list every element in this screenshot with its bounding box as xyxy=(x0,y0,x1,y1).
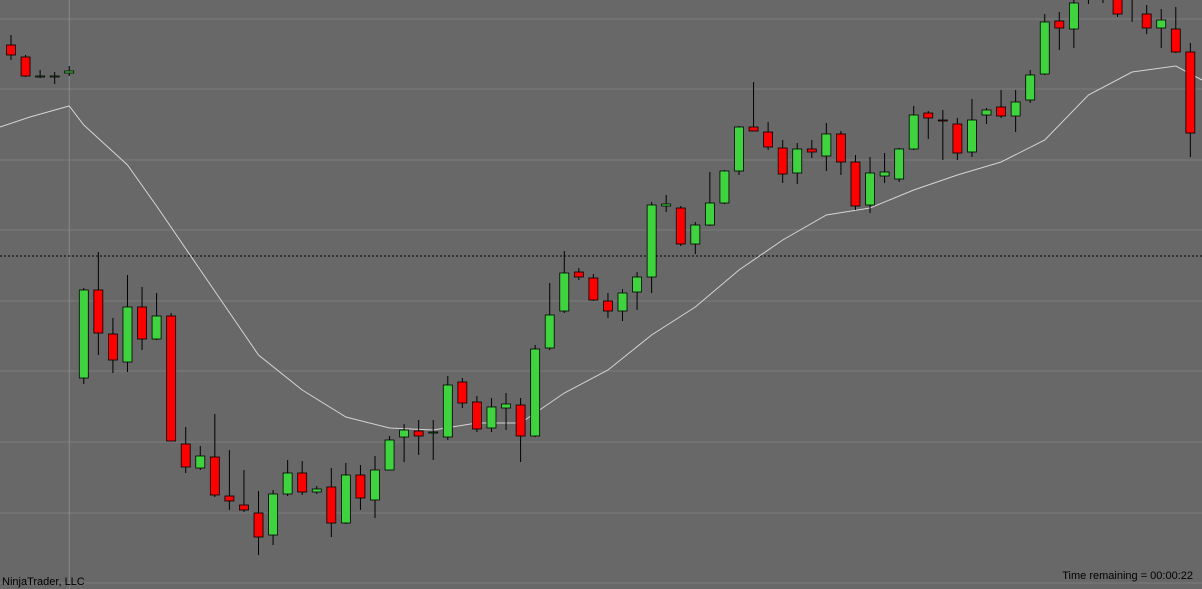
candle-body xyxy=(268,493,278,536)
candle-body xyxy=(413,430,424,437)
candle-body xyxy=(428,431,439,434)
candle-body xyxy=(894,148,905,180)
credit: NinjaTrader, LLC xyxy=(2,576,85,588)
candle-body xyxy=(530,348,541,437)
candle-body xyxy=(661,203,672,207)
candle-body xyxy=(93,289,104,334)
candle-body xyxy=(690,224,701,245)
candle-body xyxy=(384,439,395,471)
candle-body xyxy=(763,131,774,148)
candle-body xyxy=(35,75,46,78)
candle-body xyxy=(836,133,846,163)
candle-body xyxy=(1185,51,1196,134)
candle-body xyxy=(108,333,118,361)
candle-body xyxy=(792,148,803,174)
candle-body xyxy=(515,404,526,437)
candle-body xyxy=(1054,20,1065,29)
candle-body xyxy=(996,106,1006,117)
candle-body xyxy=(340,474,351,524)
candle-body xyxy=(632,276,642,293)
candle-body xyxy=(573,271,584,278)
candle-body xyxy=(777,147,788,175)
candle-body xyxy=(49,75,60,78)
candle-body xyxy=(748,126,759,132)
candle-body xyxy=(224,495,235,502)
candle-body xyxy=(675,207,686,245)
candle-body xyxy=(442,384,453,438)
candle-body xyxy=(879,171,890,177)
candle-body xyxy=(603,300,613,312)
candle-body xyxy=(821,133,832,157)
candle-body xyxy=(239,504,249,511)
candle-body xyxy=(1141,13,1152,29)
candle-body xyxy=(355,474,366,499)
candle-body xyxy=(937,119,948,122)
candle-body xyxy=(501,403,511,409)
candle-body xyxy=(923,112,934,119)
candle-body xyxy=(1025,74,1036,101)
candle-body xyxy=(1068,2,1079,30)
time-remaining: Time remaining = 00:00:22 xyxy=(1062,570,1193,582)
candle-body xyxy=(865,172,875,206)
candle-body xyxy=(617,292,628,312)
candle-body xyxy=(1010,101,1021,117)
candle-body xyxy=(209,456,220,496)
candle-body xyxy=(588,277,599,301)
candle-body xyxy=(1112,0,1123,15)
candle-body xyxy=(457,381,468,404)
candle-body xyxy=(311,488,322,493)
candle-body xyxy=(981,109,992,116)
candle-body xyxy=(399,429,410,438)
candle-body xyxy=(64,70,75,74)
candle-body xyxy=(297,472,308,493)
candle-body xyxy=(78,289,89,379)
candle-body xyxy=(370,469,380,501)
candle-body xyxy=(806,148,817,153)
candle-body xyxy=(6,44,16,56)
moving-average xyxy=(0,65,1202,431)
candle-body xyxy=(1039,21,1050,75)
candle-body xyxy=(486,406,497,429)
candle-body xyxy=(908,114,919,150)
candle-body xyxy=(195,455,206,469)
candle-body xyxy=(1156,19,1167,29)
candle-body xyxy=(952,123,963,154)
candle-body xyxy=(326,486,337,524)
candle-body xyxy=(559,272,570,312)
candle-body xyxy=(719,170,730,204)
candle-body xyxy=(253,512,264,538)
candle-body xyxy=(734,126,744,172)
candle-body xyxy=(151,315,162,340)
candle-body xyxy=(122,306,133,363)
candle-body xyxy=(967,119,977,153)
candle-body xyxy=(472,401,482,430)
candle-body xyxy=(850,161,861,207)
candle-body xyxy=(137,306,147,340)
candle-body xyxy=(180,443,191,468)
candle-body xyxy=(646,204,657,278)
candle-body xyxy=(544,314,555,349)
candle-body xyxy=(282,472,293,495)
candle-body xyxy=(166,315,177,442)
candle-body xyxy=(20,56,31,77)
candle-body xyxy=(704,202,715,226)
candle-body xyxy=(1170,28,1181,53)
